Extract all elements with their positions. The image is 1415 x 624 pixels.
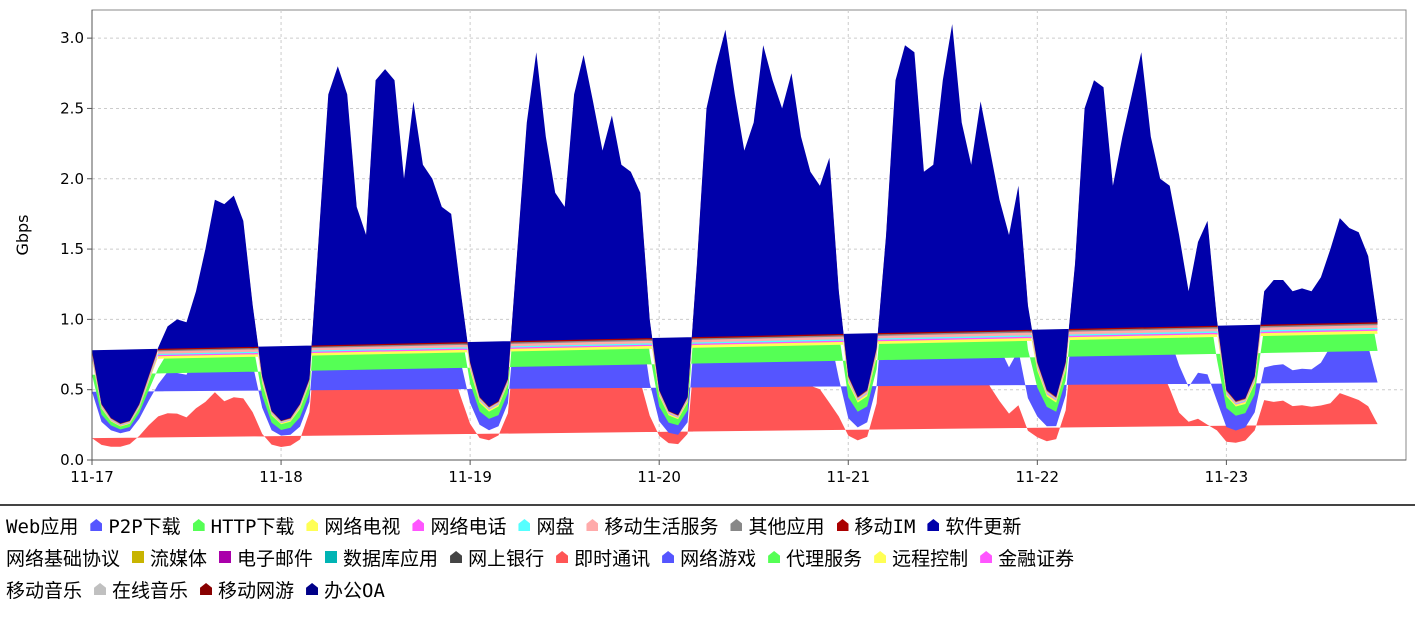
legend-item[interactable]: 网上银行: [450, 544, 544, 571]
legend-label: 网上银行: [468, 547, 545, 570]
legend-label: 移动IM: [854, 515, 916, 538]
legend-marker-icon: [730, 519, 743, 531]
legend-item[interactable]: 移动网游: [200, 576, 294, 603]
legend-item[interactable]: 其他应用: [730, 512, 825, 539]
legend-marker-icon: [306, 583, 319, 595]
series-area-软件更新: [92, 24, 1378, 424]
legend-marker-icon: [518, 519, 531, 531]
x-tick-label: 11-17: [70, 468, 114, 486]
x-tick-label: 11-22: [1016, 468, 1060, 486]
legend-label: 网络游戏: [680, 547, 757, 570]
legend-label: 电子邮件: [237, 547, 314, 570]
legend-marker-icon: [927, 519, 940, 531]
legend-item[interactable]: 移动音乐: [6, 576, 82, 603]
legend-row: 网络基础协议 流媒体 电子邮件 数据库应用 网上银行 即时通讯 网络游戏 代理服务 远程控制 金融…: [6, 542, 1086, 572]
y-axis-label: Gbps: [13, 214, 32, 255]
legend-marker-icon: [94, 583, 107, 595]
legend-label: 办公OA: [324, 579, 385, 602]
legend: Web应用 P2P下载 HTTP下载 网络电视 网络电话 网盘 移动生活服务 其他应用 移动IM…: [0, 504, 1415, 624]
legend-label: 远程控制: [892, 547, 969, 570]
legend-item[interactable]: 数据库应用: [325, 544, 438, 571]
legend-label: 网络电话: [430, 515, 507, 538]
legend-label: 网络电视: [324, 515, 401, 538]
legend-item[interactable]: 在线音乐: [94, 576, 188, 603]
y-tick-label: 1.5: [60, 240, 84, 258]
legend-label: 流媒体: [150, 547, 208, 570]
legend-item[interactable]: Web应用: [6, 512, 78, 539]
y-tick-label: 2.0: [60, 170, 84, 188]
legend-item[interactable]: 网络游戏: [662, 544, 756, 571]
legend-item[interactable]: 软件更新: [927, 512, 1021, 539]
legend-label: Web应用: [6, 515, 79, 538]
legend-marker-icon: [836, 519, 849, 531]
y-tick-label: 2.5: [60, 99, 84, 117]
legend-item[interactable]: 电子邮件: [219, 544, 313, 571]
legend-item[interactable]: 办公OA: [306, 576, 385, 603]
legend-label: 即时通讯: [574, 547, 651, 570]
legend-marker-icon: [306, 519, 319, 531]
x-tick-label: 11-18: [259, 468, 303, 486]
y-tick-label: 0.5: [60, 381, 84, 399]
legend-item[interactable]: 移动IM: [836, 512, 916, 539]
legend-label: 移动网游: [218, 579, 295, 602]
legend-label: 代理服务: [786, 547, 863, 570]
legend-item[interactable]: 金融证券: [980, 544, 1074, 571]
legend-label: 移动生活服务: [604, 515, 719, 538]
axes: 0.0 0.5 1.0 1.5 2.0 2.5 3.0 11-17 11-18 11-19 11-2…: [60, 10, 1406, 486]
legend-item[interactable]: 网盘: [518, 512, 574, 539]
legend-marker-icon: [768, 551, 781, 563]
legend-marker-icon: [200, 583, 213, 595]
legend-marker-icon: [90, 519, 103, 531]
series-areas: [92, 24, 1378, 447]
legend-marker-icon: [132, 551, 145, 563]
legend-item[interactable]: P2P下载: [90, 512, 181, 539]
legend-label: P2P下载: [108, 515, 181, 538]
legend-label: 其他应用: [748, 515, 825, 538]
legend-item[interactable]: 网络电视: [306, 512, 400, 539]
x-tick-label: 11-19: [448, 468, 492, 486]
legend-item[interactable]: 移动生活服务: [586, 512, 718, 539]
x-tick-label: 11-21: [826, 468, 870, 486]
legend-marker-icon: [219, 551, 232, 563]
x-tick-label: 11-23: [1205, 468, 1249, 486]
legend-marker-icon: [412, 519, 425, 531]
legend-marker-icon: [325, 551, 338, 563]
legend-marker-icon: [980, 551, 993, 563]
legend-label: 软件更新: [945, 515, 1022, 538]
legend-item[interactable]: 远程控制: [874, 544, 968, 571]
legend-label: HTTP下载: [210, 515, 295, 538]
legend-item[interactable]: 网络电话: [412, 512, 506, 539]
legend-marker-icon: [556, 551, 569, 563]
legend-label: 网盘: [536, 515, 575, 538]
legend-item[interactable]: 流媒体: [132, 544, 207, 571]
legend-label: 金融证券: [998, 547, 1075, 570]
y-tick-label: 1.0: [60, 310, 84, 328]
legend-label: 移动音乐: [6, 579, 83, 602]
legend-marker-icon: [192, 519, 205, 531]
y-tick-label: 0.0: [60, 451, 84, 469]
legend-row: Web应用 P2P下载 HTTP下载 网络电视 网络电话 网盘 移动生活服务 其他应用 移动IM…: [6, 510, 1033, 540]
legend-item[interactable]: 即时通讯: [556, 544, 650, 571]
y-tick-label: 3.0: [60, 29, 84, 47]
legend-marker-icon: [586, 519, 599, 531]
legend-item[interactable]: 代理服务: [768, 544, 862, 571]
legend-label: 在线音乐: [112, 579, 189, 602]
legend-label: 网络基础协议: [6, 547, 121, 570]
legend-item[interactable]: 网络基础协议: [6, 544, 120, 571]
legend-row: 移动音乐 在线音乐 移动网游 办公OA: [6, 574, 397, 604]
stacked-area-chart: 0.0 0.5 1.0 1.5 2.0 2.5 3.0 11-17 11-18 11-19 11-2…: [13, 9, 1407, 486]
legend-marker-icon: [450, 551, 463, 563]
legend-label: 数据库应用: [343, 547, 439, 570]
x-tick-label: 11-20: [637, 468, 681, 486]
legend-item[interactable]: HTTP下载: [192, 512, 295, 539]
legend-marker-icon: [662, 551, 675, 563]
legend-marker-icon: [874, 551, 887, 563]
